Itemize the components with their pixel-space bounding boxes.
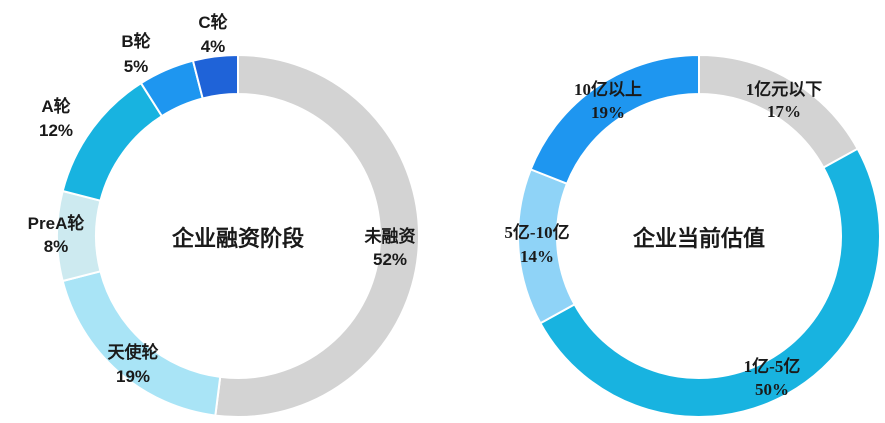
slice-label-category: B轮 (121, 31, 150, 51)
donut-slice (61, 81, 164, 202)
donut-slice (191, 53, 239, 100)
slice-label-value: 14% (520, 247, 554, 266)
chart-current-valuation: 企业当前估值 1亿元以下 17% 1亿-5亿 50% 5亿-10亿 14% 10… (504, 53, 881, 418)
slice-label-category: C轮 (198, 12, 227, 32)
valuation-ring (517, 53, 881, 418)
slice-label-category: 天使轮 (108, 342, 159, 362)
slice-label-value: 5% (124, 57, 149, 76)
slice-label-category: PreA轮 (28, 213, 85, 233)
slice-label-value: 17% (767, 102, 801, 121)
slice-label-category: 1亿元以下 (746, 79, 823, 99)
slice-label-value: 19% (116, 367, 150, 386)
slice-label-value: 12% (39, 121, 73, 140)
donut-slice (214, 53, 420, 418)
financing-stage-ring (56, 53, 420, 418)
valuation-title: 企业当前估值 (632, 226, 765, 251)
slice-label-value: 4% (201, 37, 226, 56)
slice-label-value: 50% (755, 380, 789, 399)
donut-slice (529, 53, 700, 186)
slice-label-category: 10亿以上 (574, 79, 642, 99)
slice-label-category: 5亿-10亿 (504, 222, 569, 242)
slice-label-value: 8% (44, 237, 69, 256)
slice-label-value: 19% (591, 103, 625, 122)
slice-label-value: 52% (373, 250, 407, 269)
donut-slice (56, 189, 102, 283)
donut-slice (539, 147, 881, 418)
slice-label-category: 1亿-5亿 (744, 356, 801, 376)
slice-label-category: A轮 (41, 96, 70, 116)
chart-financing-stage: 企业融资阶段 未融资 52% 天使轮 19% PreA轮 8% A轮 12% B… (28, 12, 420, 418)
slice-label-category: 未融资 (364, 226, 416, 246)
financing-stage-title: 企业融资阶段 (171, 226, 304, 251)
